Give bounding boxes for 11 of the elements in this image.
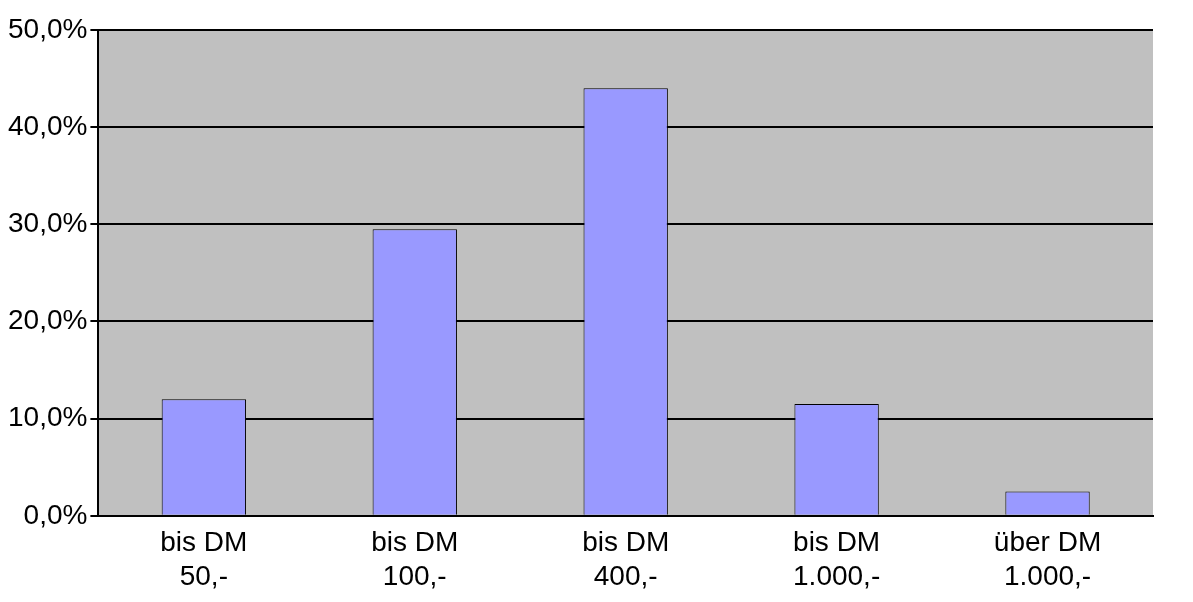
- y-tick-label: 30,0%: [7, 207, 88, 239]
- y-tick-label: 50,0%: [7, 12, 88, 44]
- x-tick-label: bis DM 100,-: [371, 526, 459, 591]
- y-tick-label: 0,0%: [23, 498, 88, 530]
- x-tick-label: bis DM 50,-: [160, 526, 248, 591]
- y-tick-label: 40,0%: [7, 109, 88, 141]
- y-tick-label: 20,0%: [7, 304, 88, 336]
- y-tick-label: 10,0%: [7, 401, 88, 433]
- x-tick-label: bis DM 1.000,-: [793, 526, 881, 591]
- x-tick-label: über DM 1.000,-: [993, 526, 1102, 591]
- x-tick-label: bis DM 400,-: [582, 526, 670, 591]
